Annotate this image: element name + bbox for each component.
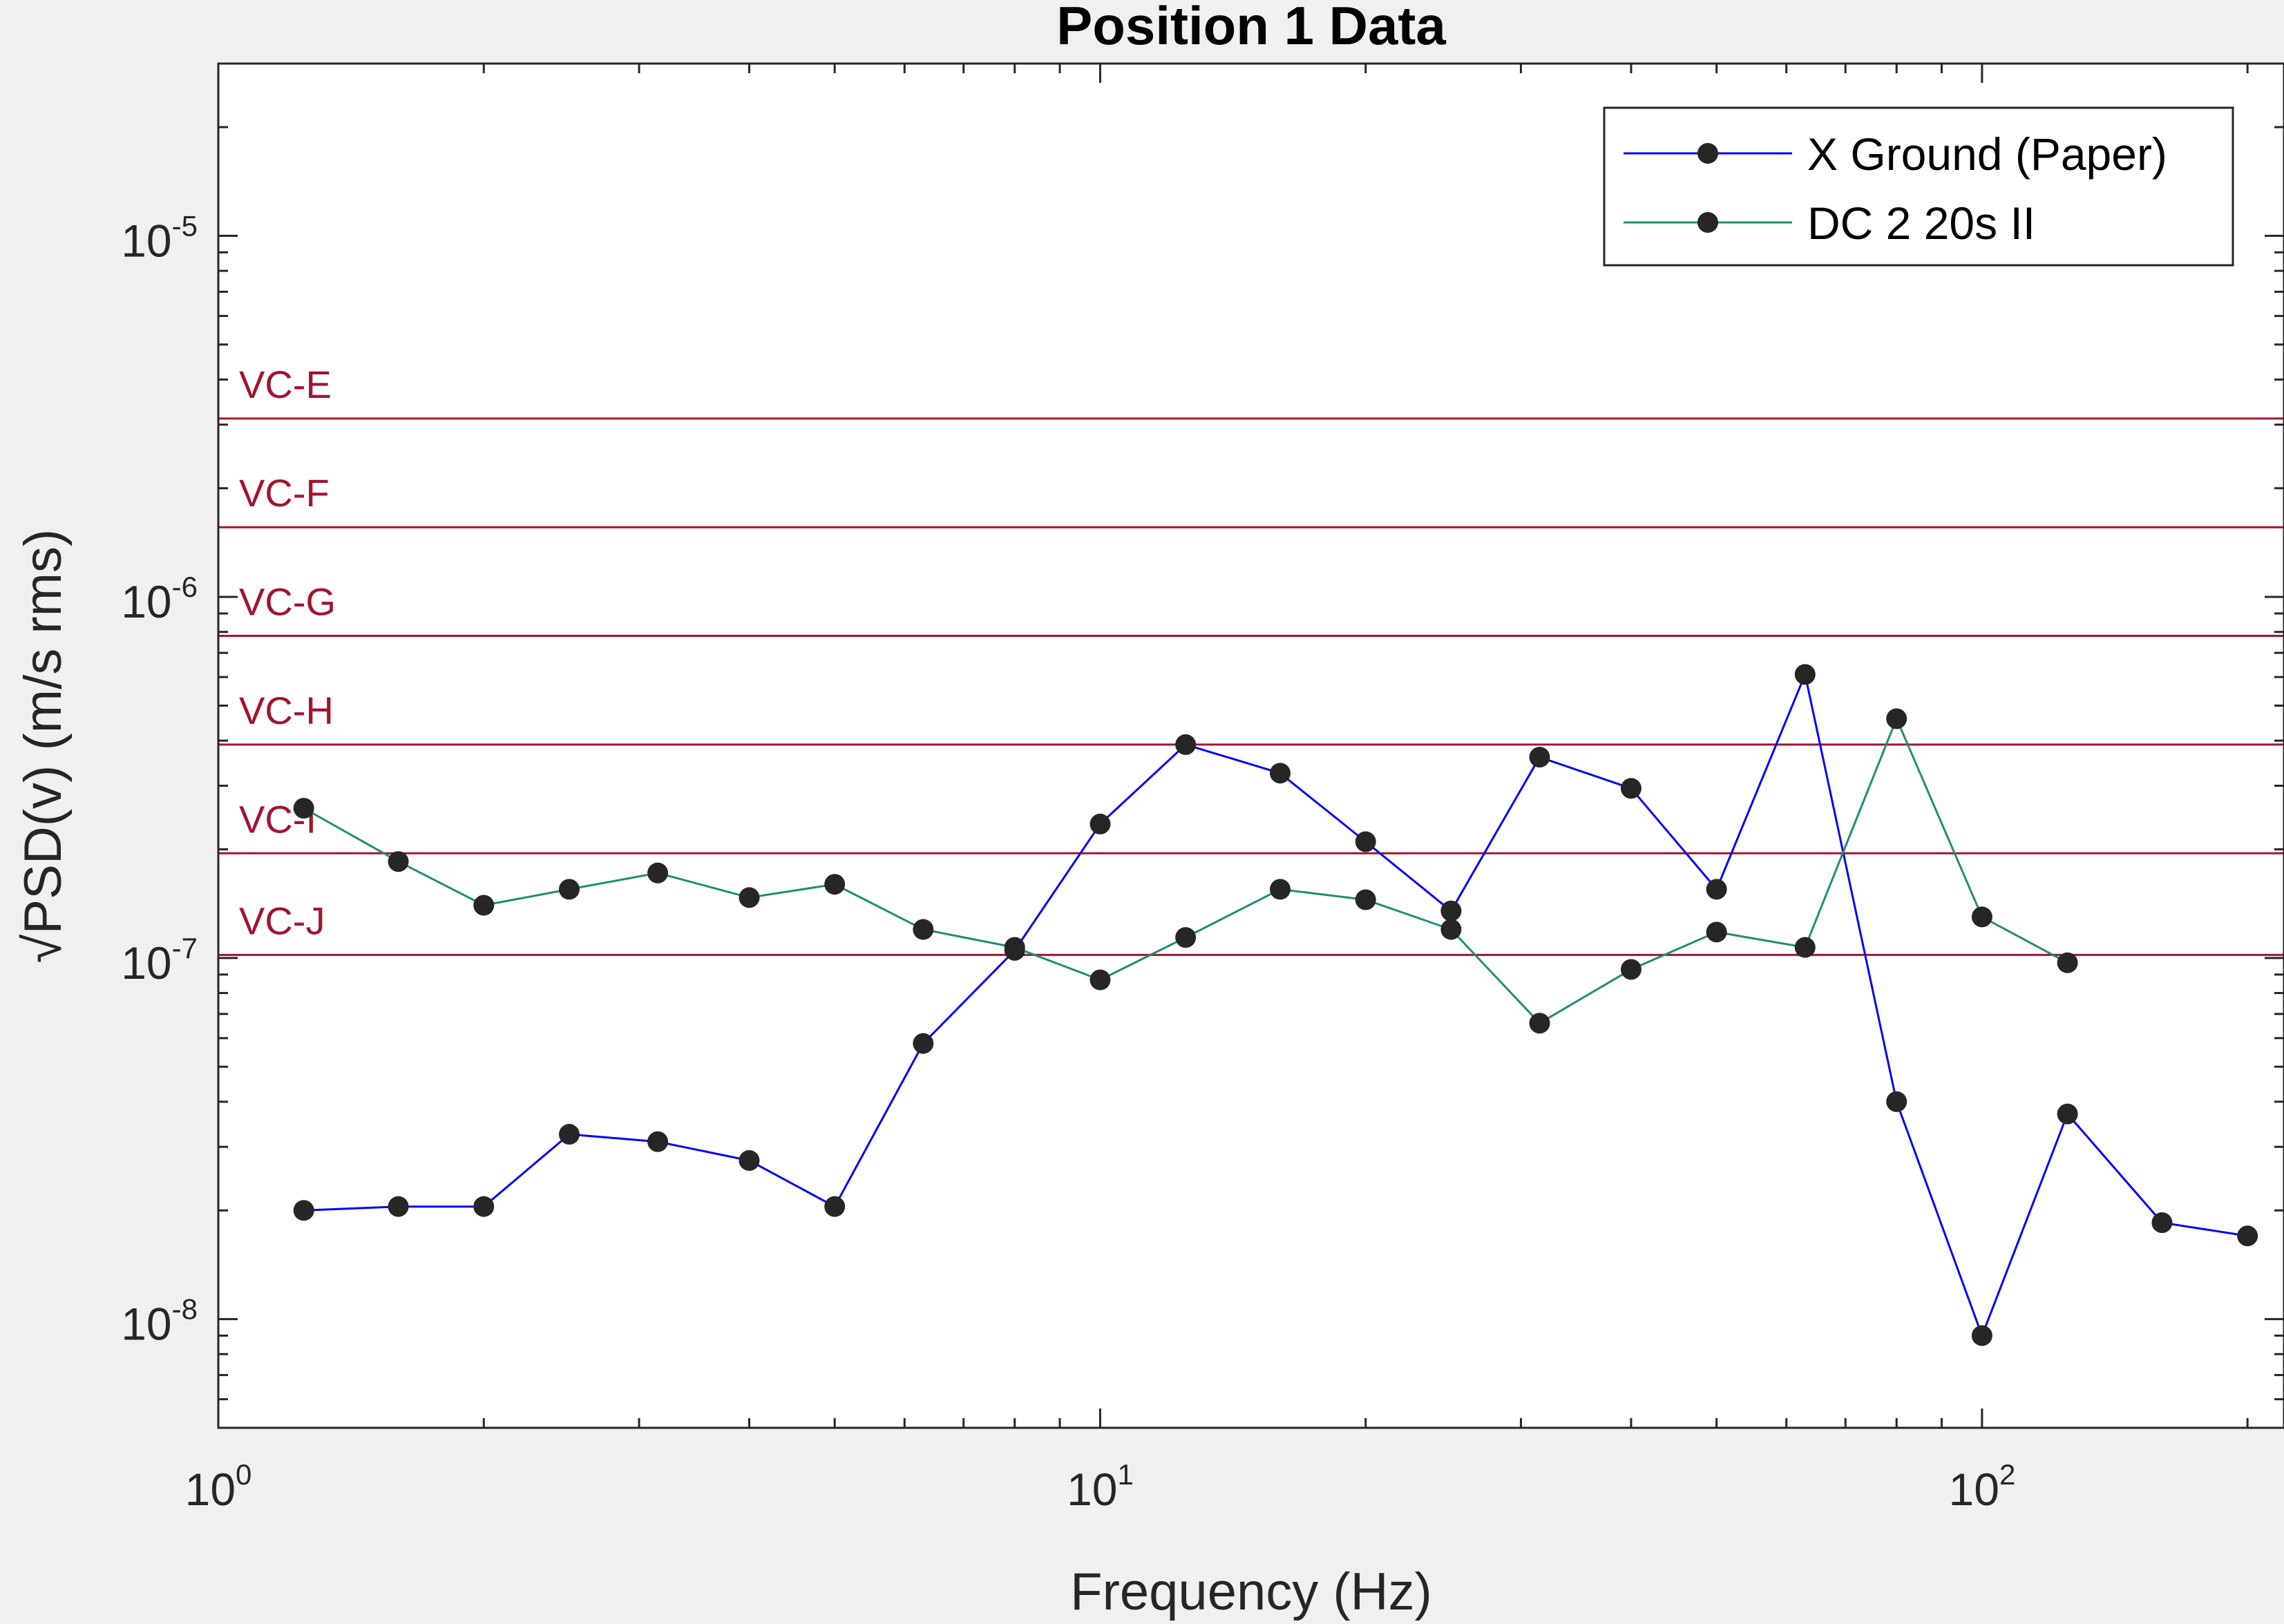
data-point — [913, 1033, 934, 1054]
data-point — [2057, 1103, 2078, 1125]
data-point — [1004, 937, 1025, 958]
data-point — [1440, 919, 1462, 940]
y-tick-label: 10-5 — [121, 209, 198, 266]
reference-label-vc-f: VC-F — [239, 471, 330, 515]
x-tick-label: 100 — [185, 1458, 252, 1515]
legend-box — [1603, 106, 2234, 267]
data-point — [293, 797, 314, 819]
data-point — [2057, 952, 2078, 973]
x-axis-label: Frequency (Hz) — [1070, 1563, 1432, 1621]
data-point — [2151, 1212, 2173, 1233]
data-point — [1089, 813, 1111, 834]
plot-area — [218, 64, 2284, 1428]
legend-marker-dc2 — [1697, 212, 1718, 233]
chart-title: Position 1 Data — [1056, 0, 1446, 56]
legend-marker-x-ground — [1697, 143, 1718, 164]
reference-label-vc-e: VC-E — [239, 363, 332, 406]
data-point — [1886, 708, 1907, 729]
data-point — [824, 874, 846, 895]
legend-label-dc2: DC 2 20s II — [1807, 198, 2035, 249]
data-point — [1089, 969, 1111, 991]
y-tick-label: 10-6 — [121, 571, 198, 627]
data-point — [293, 1200, 314, 1221]
data-point — [1886, 1091, 1907, 1112]
data-point — [1971, 1325, 1992, 1346]
legend: X Ground (Paper) DC 2 20s II — [1603, 106, 2234, 267]
reference-label-vc-j: VC-J — [239, 899, 325, 942]
data-point — [473, 1196, 495, 1217]
data-point — [1270, 763, 1291, 784]
data-point — [1794, 937, 1816, 958]
y-tick-label: 10-8 — [121, 1293, 198, 1350]
legend-label-x-ground: X Ground (Paper) — [1807, 128, 2167, 180]
data-point — [739, 1149, 760, 1171]
data-point — [739, 887, 760, 908]
data-point — [1175, 734, 1197, 755]
axes-box — [217, 62, 2284, 1429]
y-axis-label: √PSD(v) (m/s rms) — [14, 529, 73, 964]
y-axis-label-text: PSD(v) (m/s rms) — [14, 529, 73, 935]
data-point — [1971, 906, 1992, 928]
data-point — [1175, 927, 1197, 948]
data-point — [558, 879, 580, 900]
data-point — [1270, 879, 1291, 900]
data-point — [1355, 889, 1376, 910]
data-point — [558, 1124, 580, 1145]
data-point — [388, 1196, 409, 1217]
data-point — [1794, 664, 1816, 685]
reference-label-vc-h: VC-H — [239, 689, 334, 732]
data-point — [647, 862, 669, 883]
data-point — [2237, 1225, 2258, 1247]
sqrt-symbol: √ — [14, 934, 73, 963]
data-point — [1620, 959, 1641, 980]
x-tick-label: 102 — [1949, 1458, 2016, 1515]
reference-label-vc-g: VC-G — [239, 580, 336, 624]
tick-labels: 100 101 102 10-8 10-7 10-6 10-5 — [121, 209, 2015, 1515]
data-point — [1706, 879, 1727, 900]
data-point — [913, 919, 934, 940]
data-point — [388, 851, 409, 872]
data-point — [1529, 1013, 1550, 1034]
series-layer — [293, 664, 2258, 1346]
data-point — [1355, 831, 1376, 852]
data-point — [1620, 778, 1641, 799]
data-point — [647, 1131, 669, 1152]
y-tick-label: 10-7 — [121, 932, 198, 988]
data-point — [473, 895, 495, 916]
x-tick-label: 101 — [1067, 1458, 1134, 1515]
data-point — [1529, 747, 1550, 768]
data-point — [1706, 921, 1727, 943]
reference-lines: VC-EVC-FVC-GVC-HVC-IVC-J — [218, 363, 2284, 956]
data-point — [1440, 900, 1462, 921]
data-point — [824, 1196, 846, 1217]
